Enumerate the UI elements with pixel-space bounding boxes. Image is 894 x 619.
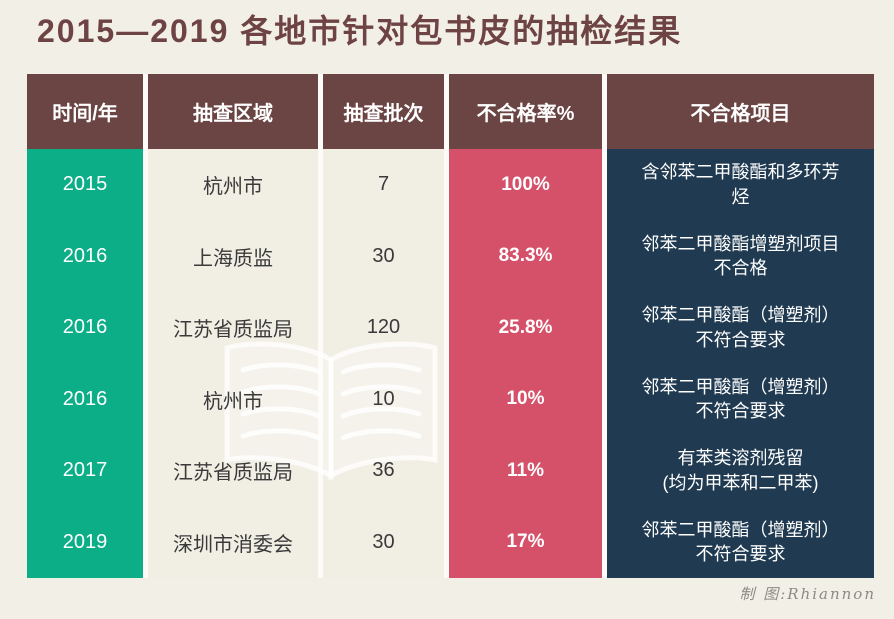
rate-value: 10% [506, 388, 545, 410]
year-value: 2016 [62, 316, 108, 339]
table-row-1-region: 杭州市 [148, 149, 318, 221]
rate-value: 17% [506, 531, 545, 553]
inspection-table: 时间/年 抽查区域 抽查批次 不合格率% 不合格项目 2015 杭州市 7 10… [27, 74, 874, 578]
batches-value: 30 [372, 244, 395, 267]
col-header-items: 不合格项目 [607, 74, 874, 149]
batches-value: 7 [377, 173, 390, 196]
year-value: 2017 [62, 459, 108, 482]
col-header-batches-label: 抽查批次 [343, 103, 424, 125]
region-value: 深圳市消委会 [173, 533, 293, 556]
table-row-6-year: 2019 [27, 506, 143, 578]
col-header-rate-label: 不合格率% [476, 103, 575, 125]
table-row-5-batches: 36 [323, 435, 444, 507]
rate-value: 11% [507, 459, 544, 481]
table-row-5-region: 江苏省质监局 [148, 435, 318, 507]
table-row-1-items: 含邻苯二甲酸酯和多环芳 烃 [607, 149, 874, 221]
batches-value: 36 [372, 459, 395, 482]
table-row-1-rate: 100% [449, 149, 602, 221]
table-row-5-items: 有苯类溶剂残留 (均为甲苯和二甲苯) [607, 435, 874, 507]
region-value: 上海质监 [193, 247, 273, 270]
items-value: 邻苯二甲酸酯（增塑剂） 不符合要求 [641, 376, 840, 422]
year-value: 2015 [62, 173, 108, 196]
table-row-2-year: 2016 [27, 220, 143, 292]
table-row-1-year: 2015 [27, 149, 143, 221]
col-header-rate: 不合格率% [449, 74, 602, 149]
region-value: 江苏省质监局 [173, 319, 293, 342]
table-row-4-batches: 10 [323, 363, 444, 435]
region-value: 杭州市 [203, 390, 263, 413]
table-row-3-items: 邻苯二甲酸酯（增塑剂） 不符合要求 [607, 292, 874, 364]
rate-value: 25.8% [498, 316, 553, 338]
col-header-year-label: 时间/年 [52, 103, 118, 125]
rate-value: 100% [501, 173, 550, 195]
year-value: 2019 [62, 530, 108, 553]
items-value: 邻苯二甲酸酯（增塑剂） 不符合要求 [641, 519, 840, 565]
table-row-2-items: 邻苯二甲酸酯增塑剂项目 不合格 [607, 220, 874, 292]
table-row-1-batches: 7 [323, 149, 444, 221]
col-header-batches: 抽查批次 [323, 74, 444, 149]
items-value: 含邻苯二甲酸酯和多环芳 烃 [641, 162, 840, 207]
region-value: 杭州市 [203, 176, 263, 199]
table-row-6-batches: 30 [323, 506, 444, 578]
table-row-4-year: 2016 [27, 363, 143, 435]
region-value: 江苏省质监局 [173, 462, 293, 485]
table-row-4-region: 杭州市 [148, 363, 318, 435]
table-row-6-items: 邻苯二甲酸酯（增塑剂） 不符合要求 [607, 506, 874, 578]
year-value: 2016 [62, 244, 108, 267]
table-row-2-region: 上海质监 [148, 220, 318, 292]
col-header-region: 抽查区域 [148, 74, 318, 149]
table-row-2-rate: 83.3% [449, 220, 602, 292]
batches-value: 30 [372, 530, 395, 553]
table-row-4-rate: 10% [449, 363, 602, 435]
table-row-3-batches: 120 [323, 292, 444, 364]
items-value: 有苯类溶剂残留 (均为甲苯和二甲苯) [662, 448, 819, 493]
table-row-6-rate: 17% [449, 506, 602, 578]
credit-text: 制 图:Rhiannon [739, 585, 876, 603]
table-row-4-items: 邻苯二甲酸酯（增塑剂） 不符合要求 [607, 363, 874, 435]
items-value: 邻苯二甲酸酯增塑剂项目 不合格 [641, 233, 840, 279]
batches-value: 10 [372, 387, 395, 410]
batches-value: 120 [366, 316, 401, 339]
page-title: 2015—2019 各地市针对包书皮的抽检结果 [37, 13, 683, 49]
table-row-2-batches: 30 [323, 220, 444, 292]
col-header-year: 时间/年 [27, 74, 143, 149]
table-row-3-rate: 25.8% [449, 292, 602, 364]
table-row-5-rate: 11% [449, 435, 602, 507]
table-row-3-region: 江苏省质监局 [148, 292, 318, 364]
rate-value: 83.3% [498, 245, 553, 267]
col-header-region-label: 抽查区域 [193, 103, 273, 125]
items-value: 邻苯二甲酸酯（增塑剂） 不符合要求 [641, 305, 840, 350]
table-row-6-region: 深圳市消委会 [148, 506, 318, 578]
table-row-5-year: 2017 [27, 435, 143, 507]
year-value: 2016 [62, 387, 108, 410]
col-header-items-label: 不合格项目 [690, 103, 791, 125]
table-row-3-year: 2016 [27, 292, 143, 364]
